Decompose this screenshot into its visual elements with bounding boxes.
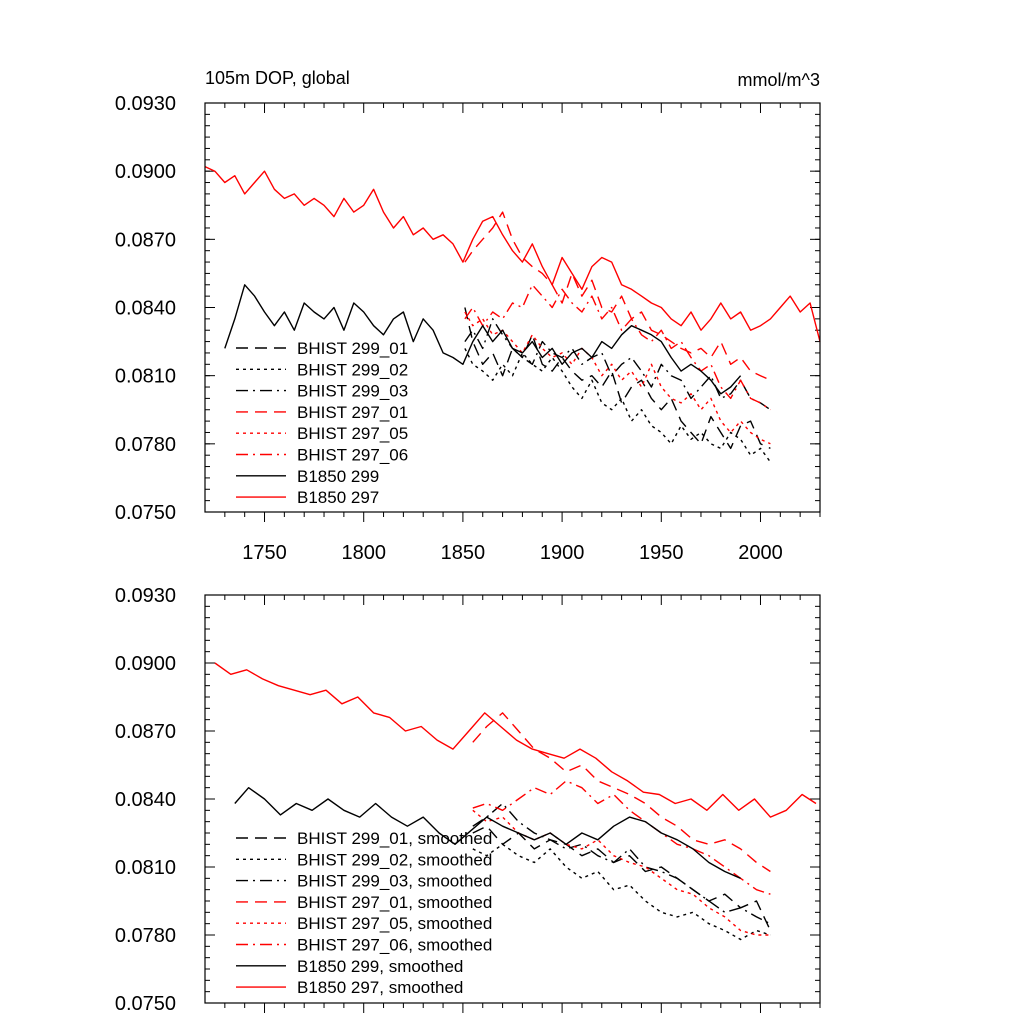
plot-frame — [204, 594, 821, 1004]
y-tick-label: 0.0840 — [115, 298, 176, 320]
legend: BHIST 299_01, smoothed BHIST 299_02, smoo… — [236, 829, 492, 997]
y-tick-label: 0.0930 — [115, 93, 176, 115]
chart-title: 105m DOP, global — [205, 68, 350, 88]
legend-label: BHIST 297_01 — [297, 403, 408, 422]
x-tick-label: 1950 — [639, 542, 684, 564]
legend-label: B1850 299, smoothed — [297, 957, 463, 976]
y-tick-labels: 0.0930 0.0900 0.0870 0.0840 0.0810 0.0780 0.07… — [115, 93, 176, 524]
x-tick-label: 1800 — [341, 542, 386, 564]
legend-label: BHIST 299_01, smoothed — [297, 829, 492, 848]
legend: BHIST 299_01 BHIST 299_02 BHIST 299_03 BHIS… — [236, 339, 408, 507]
y-tick-label: 0.0840 — [115, 789, 176, 811]
y-tick-label: 0.0780 — [115, 925, 176, 947]
legend-label: B1850 297, smoothed — [297, 978, 463, 997]
y-tick-label: 0.0750 — [115, 502, 176, 524]
legend-label: BHIST 299_02 — [297, 360, 408, 379]
legend-label: BHIST 297_06 — [297, 446, 408, 465]
legend-label: B1850 299 — [297, 467, 379, 486]
y-tick-label: 0.0900 — [115, 653, 176, 675]
legend-label: BHIST 297_05 — [297, 424, 408, 443]
y-tick-label: 0.0780 — [115, 434, 176, 456]
series-line-bhist-297-01-smoothed — [472, 712, 771, 873]
legend-label: BHIST 299_03 — [297, 382, 408, 401]
series-line-bhist-297-01 — [464, 211, 771, 381]
series-line-b1850-299-smoothed — [234, 787, 741, 879]
y-tick-label: 0.0810 — [115, 366, 176, 388]
series-line-b1850-299 — [224, 284, 742, 395]
series-line-b1850-297 — [204, 165, 821, 342]
y-tick-label: 0.0870 — [115, 229, 176, 251]
y-tick-label: 0.0870 — [115, 721, 176, 743]
series-line-bhist-297-06-smoothed — [472, 780, 771, 895]
legend-label: B1850 297 — [297, 488, 379, 507]
x-tick-label: 2000 — [738, 542, 783, 564]
y-tick-labels: 0.0930 0.0900 0.0870 0.0840 0.0810 0.0780 0.07… — [115, 585, 176, 1015]
legend-label: BHIST 299_02, smoothed — [297, 850, 492, 869]
bottom-panel: 0.0930 0.0900 0.0870 0.0840 0.0810 0.0780 0.07… — [115, 585, 821, 1015]
series-line-bhist-297-05-smoothed — [472, 809, 771, 936]
x-tick-labels: 1750 1800 1850 1900 1950 2000 — [242, 542, 782, 564]
series-line-bhist-299-02-smoothed — [472, 843, 771, 941]
legend-label: BHIST 297_06, smoothed — [297, 936, 492, 955]
y-tick-label: 0.0810 — [115, 857, 176, 879]
x-tick-label: 1900 — [540, 542, 585, 564]
x-tick-label: 1850 — [441, 542, 486, 564]
series-line-bhist-297-05 — [464, 311, 771, 445]
series-line-bhist-299-01 — [464, 307, 771, 450]
units-label: mmol/m^3 — [738, 70, 820, 90]
series-lines — [214, 662, 817, 941]
legend-label: BHIST 297_05, smoothed — [297, 914, 492, 933]
legend-label: BHIST 299_03, smoothed — [297, 872, 492, 891]
legend-label: BHIST 297_01, smoothed — [297, 893, 492, 912]
y-tick-label: 0.0930 — [115, 585, 176, 607]
x-tick-label: 1750 — [242, 542, 287, 564]
legend-label: BHIST 299_01 — [297, 339, 408, 358]
series-line-bhist-299-02 — [464, 348, 771, 463]
series-line-b1850-297-smoothed — [214, 662, 817, 818]
top-panel: 105m DOP, global mmol/m^3 0.09300.09000.… — [115, 68, 821, 564]
plot-frame — [204, 102, 821, 513]
y-tick-label: 0.0750 — [115, 993, 176, 1015]
series-line-bhist-297-06 — [464, 284, 771, 411]
series-lines — [204, 165, 821, 463]
y-tick-label: 0.0900 — [115, 161, 176, 183]
